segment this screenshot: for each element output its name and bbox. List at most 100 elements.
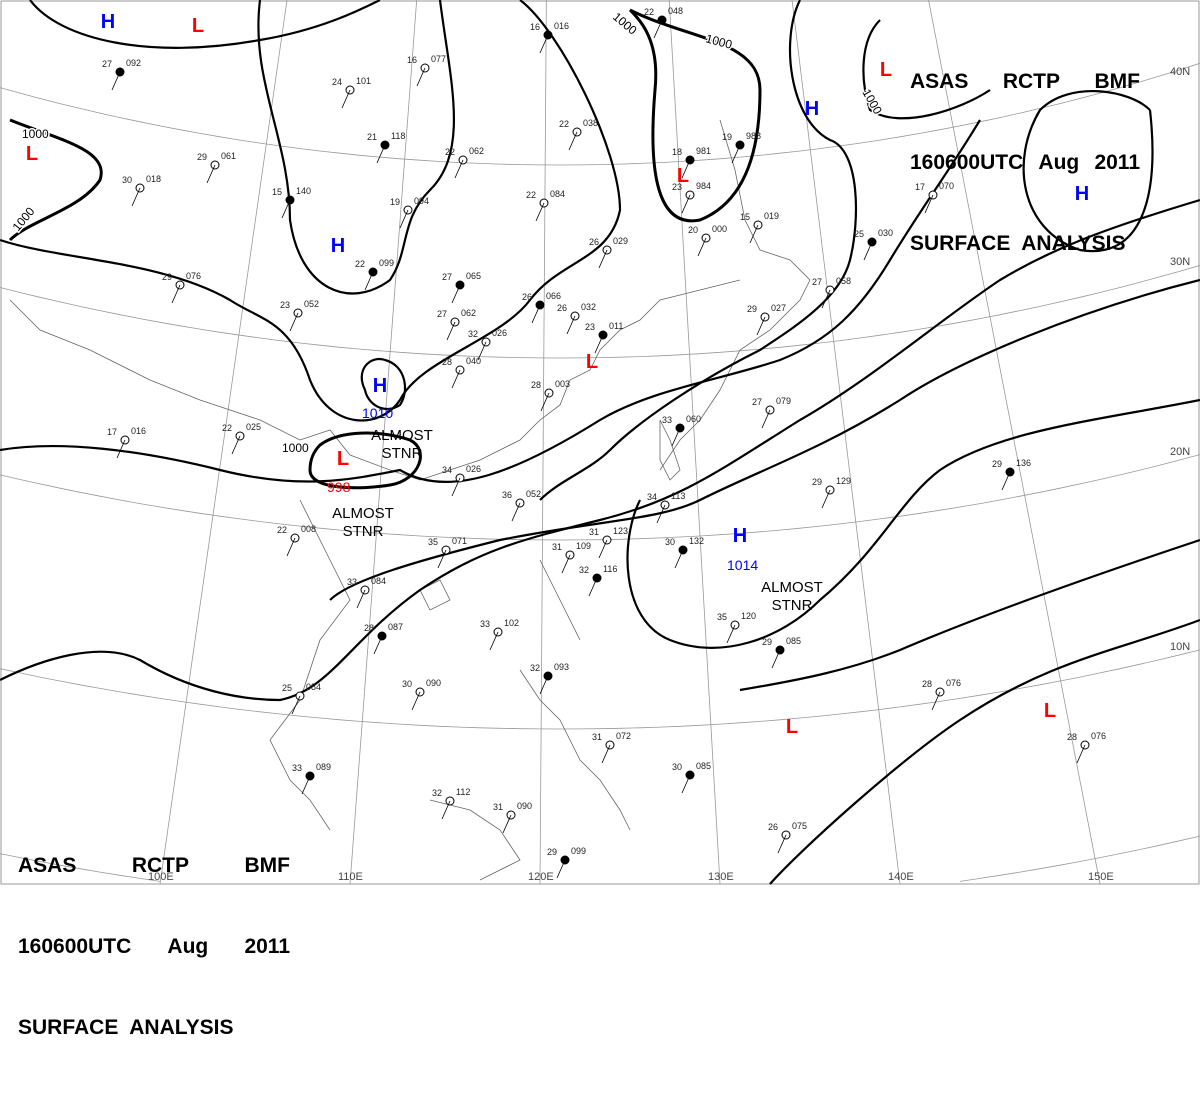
longitude-label: 110E — [338, 871, 363, 883]
station-pressure: 116 — [603, 564, 617, 574]
station-temperature: 27 — [102, 59, 112, 69]
station-temperature: 20 — [688, 225, 698, 235]
longitude-line — [668, 0, 721, 885]
station-plot: 32 093 — [530, 662, 569, 695]
wind-barb-icon — [411, 691, 421, 711]
latitude-label: 30N — [1170, 256, 1190, 268]
station-pressure: 016 — [131, 426, 146, 436]
wind-barb-icon — [341, 89, 351, 109]
station-temperature: 15 — [272, 187, 282, 197]
wind-barb-icon — [1001, 471, 1011, 491]
station-plot: 33 084 — [347, 576, 386, 609]
pressure-centers: H L L H H 1010 L 998 L L H L H H 1014 L L — [26, 11, 1089, 738]
station-temperature: 36 — [502, 490, 512, 500]
station-pressure: 011 — [609, 321, 623, 331]
station-pressure: 123 — [613, 526, 628, 536]
station-plot: 20 000 — [688, 224, 727, 257]
wind-barb-icon — [437, 549, 447, 569]
wind-barb-icon — [1076, 744, 1086, 764]
station-pressure: 089 — [316, 762, 331, 772]
station-plot: 32 112 — [432, 787, 470, 820]
station-plot: 30 018 — [122, 174, 161, 207]
wind-barb-icon — [451, 477, 461, 497]
station-plot: 26 066 — [522, 291, 561, 324]
high-pressure-center: H — [733, 525, 747, 547]
station-plot: 27 065 — [442, 271, 481, 304]
coast-philippines — [519, 559, 631, 831]
high-pressure-center: H — [373, 375, 387, 397]
station-pressure: 109 — [576, 541, 591, 551]
lat-lon-grid: 100E 110E 120E 130E 140E 150E 40N 30N 20N 10N — [0, 0, 1200, 885]
station-temperature: 35 — [717, 612, 727, 622]
wind-barb-icon — [111, 71, 121, 91]
isobar — [626, 398, 1200, 649]
isobar — [360, 357, 407, 411]
wind-barb-icon — [356, 589, 366, 609]
year: 2011 — [1094, 151, 1140, 174]
station-pressure: 101 — [356, 76, 371, 86]
wind-barb-icon — [598, 249, 608, 269]
station-pressure: 070 — [939, 181, 954, 191]
time: 160600UTC — [910, 151, 1024, 174]
central-pressure-value: 998 — [327, 479, 351, 495]
high-pressure-center: H — [331, 235, 345, 257]
station-plot: 34 113 — [647, 491, 685, 524]
station-pressure: 077 — [431, 54, 446, 64]
wind-barb-icon — [540, 392, 550, 412]
annotation-line: ALMOST — [371, 427, 433, 444]
wind-barb-icon — [364, 271, 374, 291]
station-plot: 22 099 — [355, 258, 394, 291]
station-pressure: 984 — [696, 181, 711, 191]
coast-hainan — [419, 579, 451, 611]
station-temperature: 28 — [531, 380, 541, 390]
station-pressure: 000 — [712, 224, 727, 234]
wind-barb-icon — [863, 241, 873, 261]
station-pressure: 136 — [1016, 458, 1031, 468]
station-plot: 29 076 — [162, 271, 201, 304]
wind-barb-icon — [535, 202, 545, 222]
station-pressure: 087 — [388, 622, 403, 632]
station-plot: 22 038 — [559, 118, 598, 151]
station-plot: 28 087 — [364, 622, 403, 655]
wind-barb-icon — [206, 164, 216, 184]
station-plot: 27 079 — [752, 396, 791, 429]
station-temperature: 15 — [740, 212, 750, 222]
annotation-line: STNR — [772, 597, 813, 614]
longitude-label: 120E — [528, 871, 554, 883]
station-pressure: 075 — [792, 821, 807, 831]
station-temperature: 22 — [445, 147, 455, 157]
wind-barb-icon — [594, 334, 604, 354]
station-pressure: 090 — [517, 801, 532, 811]
station-plot: 33 102 — [480, 618, 519, 651]
wind-barb-icon — [681, 194, 691, 214]
station-temperature: 28 — [1067, 732, 1077, 742]
station-pressure: 029 — [613, 236, 628, 246]
year: 2011 — [244, 935, 290, 958]
station-plot: 29 129 — [812, 476, 851, 509]
wind-barb-icon — [598, 539, 608, 559]
high-pressure-center: H — [101, 11, 115, 33]
wind-barb-icon — [289, 312, 299, 332]
month: Aug — [1038, 151, 1080, 174]
station-pressure: 040 — [466, 356, 481, 366]
station-plot: 35 120 — [717, 611, 756, 644]
wind-barb-icon — [726, 624, 736, 644]
station-temperature: 21 — [367, 132, 377, 142]
latitude-line — [0, 62, 1200, 166]
product: BMF — [244, 854, 291, 877]
wind-barb-icon — [291, 695, 301, 715]
wind-barb-icon — [681, 159, 691, 179]
station-pressure: 118 — [391, 131, 405, 141]
wind-barb-icon — [697, 237, 707, 257]
wind-barb-icon — [301, 775, 311, 795]
station-plot: 31 123 — [589, 526, 628, 559]
low-pressure-center: L — [1044, 700, 1056, 722]
time: 160600UTC — [18, 935, 132, 958]
title-block-top-right: ASAS RCTP BMF 160600UTC Aug 2011 SURFACE ANA… — [910, 14, 1140, 311]
isobar — [308, 431, 422, 490]
station-plot: 22 008 — [277, 524, 316, 557]
station-plot: 26 032 — [557, 302, 596, 335]
station-temperature: 22 — [644, 7, 654, 17]
center: RCTP — [131, 854, 190, 877]
annotation-line: STNR — [382, 445, 423, 462]
